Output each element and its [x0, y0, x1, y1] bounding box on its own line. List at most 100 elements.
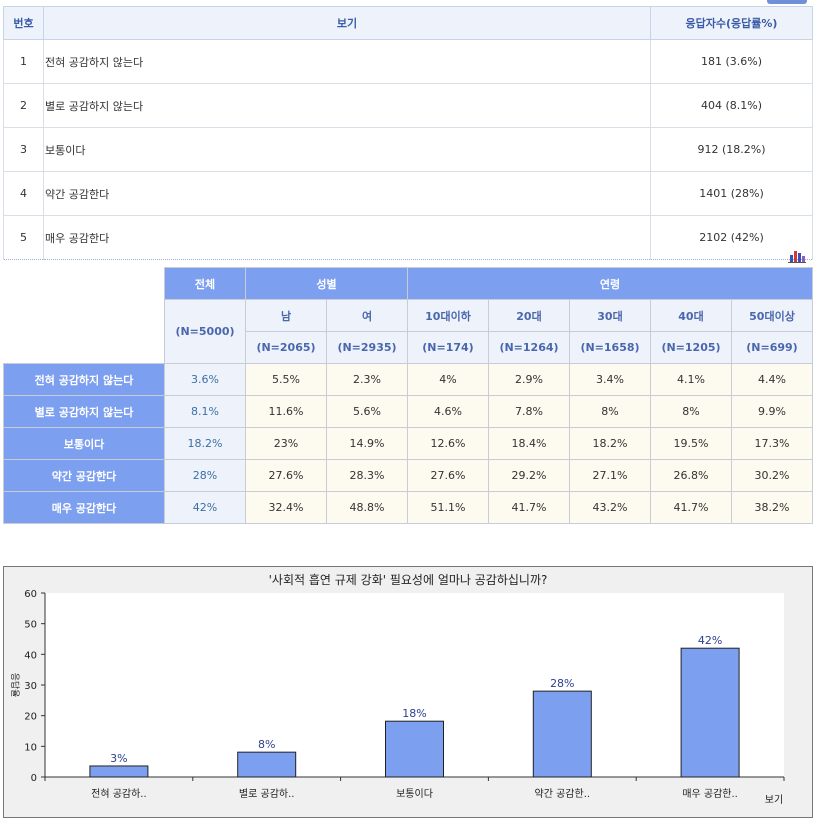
total-cell: 42%	[164, 491, 246, 524]
value-cell: 38.2%	[731, 491, 813, 524]
total-cell: 28%	[164, 459, 246, 492]
group-header: 50대이상	[731, 299, 813, 332]
total-n: (N=5000)	[164, 299, 246, 364]
value-cell: 51.1%	[407, 491, 489, 524]
y-tick-label: 40	[24, 650, 37, 661]
x-category-label: 별로 공감하..	[239, 787, 295, 800]
row-label: 매우 공감한다	[3, 491, 165, 524]
group-header: 남	[245, 299, 327, 332]
x-category-label: 전혀 공감하..	[91, 787, 147, 800]
value-cell: 8%	[650, 395, 732, 428]
crosstab-row: 전혀 공감하지 않는다 3.6% 5.5% 2.3% 4% 2.9% 3.4% 4.1% 4.4…	[3, 363, 813, 396]
bar-data-label: 28%	[550, 677, 574, 690]
option-label: 매우 공감한다	[43, 215, 651, 260]
row-label: 보통이다	[3, 427, 165, 460]
value-cell: 5.5%	[245, 363, 327, 396]
group-n: (N=2065)	[245, 331, 327, 364]
crosstab-row: 별로 공감하지 않는다 8.1% 11.6% 5.6% 4.6% 7.8% 8% 8% 9.9%	[3, 395, 813, 428]
row-number: 5	[3, 215, 44, 260]
y-tick-label: 20	[24, 712, 37, 723]
gender-header: 성별	[245, 267, 408, 300]
group-header: 40대	[650, 299, 732, 332]
bar	[532, 690, 592, 778]
row-number: 2	[3, 83, 44, 128]
row-number: 4	[3, 171, 44, 216]
value-cell: 4.4%	[731, 363, 813, 396]
header-count: 응답자수(응답률%)	[650, 6, 813, 40]
crosstab-row: 약간 공감한다 28% 27.6% 28.3% 27.6% 29.2% 27.1% 26.8%…	[3, 459, 813, 492]
value-cell: 27.1%	[569, 459, 651, 492]
response-table: 번호 보기 응답자수(응답률%) 1 전혀 공감하지 않는다 181 (3.6%) 2…	[3, 6, 813, 260]
x-category-label: 매우 공감한..	[682, 788, 738, 800]
bar	[89, 765, 149, 778]
y-tick-label: 60	[24, 589, 37, 600]
y-tick-label: 50	[24, 620, 37, 631]
total-cell: 18.2%	[164, 427, 246, 460]
bar	[237, 751, 297, 778]
value-cell: 4.1%	[650, 363, 732, 396]
crosstab-table: 전체 성별 연령 (N=5000) 남 여 10대이하 20대 30대 40대 50대이상 …	[3, 267, 813, 524]
header-option: 보기	[43, 6, 651, 40]
group-n: (N=174)	[407, 331, 489, 364]
group-n: (N=2935)	[326, 331, 408, 364]
option-label: 약간 공감한다	[43, 171, 651, 216]
row-label: 별로 공감하지 않는다	[3, 395, 165, 428]
chart-title: '사회적 흡연 규제 강화' 필요성에 얼마나 공감하십니까?	[268, 573, 548, 587]
row-label: 전혀 공감하지 않는다	[3, 363, 165, 396]
value-cell: 19.5%	[650, 427, 732, 460]
row-number: 3	[3, 127, 44, 172]
bar-data-label: 8%	[258, 738, 275, 751]
value-cell: 48.8%	[326, 491, 408, 524]
value-cell: 30.2%	[731, 459, 813, 492]
header-no: 번호	[3, 6, 44, 40]
top-tab-button[interactable]	[767, 0, 807, 4]
y-axis-label: 응답율	[9, 673, 21, 698]
value-cell: 12.6%	[407, 427, 489, 460]
row-label: 약간 공감한다	[3, 459, 165, 492]
value-cell: 5.6%	[326, 395, 408, 428]
value-cell: 43.2%	[569, 491, 651, 524]
value-cell: 14.9%	[326, 427, 408, 460]
value-cell: 41.7%	[488, 491, 570, 524]
group-header: 10대이하	[407, 299, 489, 332]
response-table-header: 번호 보기 응답자수(응답률%)	[3, 6, 813, 40]
value-cell: 7.8%	[488, 395, 570, 428]
group-n: (N=1658)	[569, 331, 651, 364]
total-cell: 3.6%	[164, 363, 246, 396]
crosstab-row: 보통이다 18.2% 23% 14.9% 12.6% 18.4% 18.2% 19.5% 17.…	[3, 427, 813, 460]
y-tick-label: 10	[24, 742, 37, 753]
value-cell: 4%	[407, 363, 489, 396]
group-header: 여	[326, 299, 408, 332]
response-count: 912 (18.2%)	[650, 127, 813, 172]
response-row: 2 별로 공감하지 않는다 404 (8.1%)	[3, 83, 813, 128]
bar	[680, 647, 740, 778]
group-n: (N=1264)	[488, 331, 570, 364]
total-header: 전체	[164, 267, 246, 300]
x-axis-label: 보기	[765, 794, 783, 806]
group-n: (N=699)	[731, 331, 813, 364]
value-cell: 3.4%	[569, 363, 651, 396]
bar-chart-icon[interactable]	[788, 249, 806, 263]
y-tick-label: 30	[24, 681, 37, 692]
option-label: 별로 공감하지 않는다	[43, 83, 651, 128]
value-cell: 23%	[245, 427, 327, 460]
response-row: 3 보통이다 912 (18.2%)	[3, 127, 813, 172]
value-cell: 2.3%	[326, 363, 408, 396]
value-cell: 2.9%	[488, 363, 570, 396]
row-number: 1	[3, 39, 44, 84]
value-cell: 8%	[569, 395, 651, 428]
group-header: 30대	[569, 299, 651, 332]
chart-panel: '사회적 흡연 규제 강화' 필요성에 얼마나 공감하십니까? 0 10 20 30 4…	[3, 566, 813, 818]
response-count: 404 (8.1%)	[650, 83, 813, 128]
option-label: 전혀 공감하지 않는다	[43, 39, 651, 84]
response-row: 5 매우 공감한다 2102 (42%)	[3, 215, 813, 260]
value-cell: 11.6%	[245, 395, 327, 428]
value-cell: 18.2%	[569, 427, 651, 460]
response-count: 2102 (42%)	[650, 215, 813, 260]
value-cell: 9.9%	[731, 395, 813, 428]
age-header: 연령	[407, 267, 813, 300]
crosstab-corner	[3, 267, 165, 364]
group-header: 20대	[488, 299, 570, 332]
value-cell: 17.3%	[731, 427, 813, 460]
bar-data-label: 18%	[402, 707, 426, 720]
